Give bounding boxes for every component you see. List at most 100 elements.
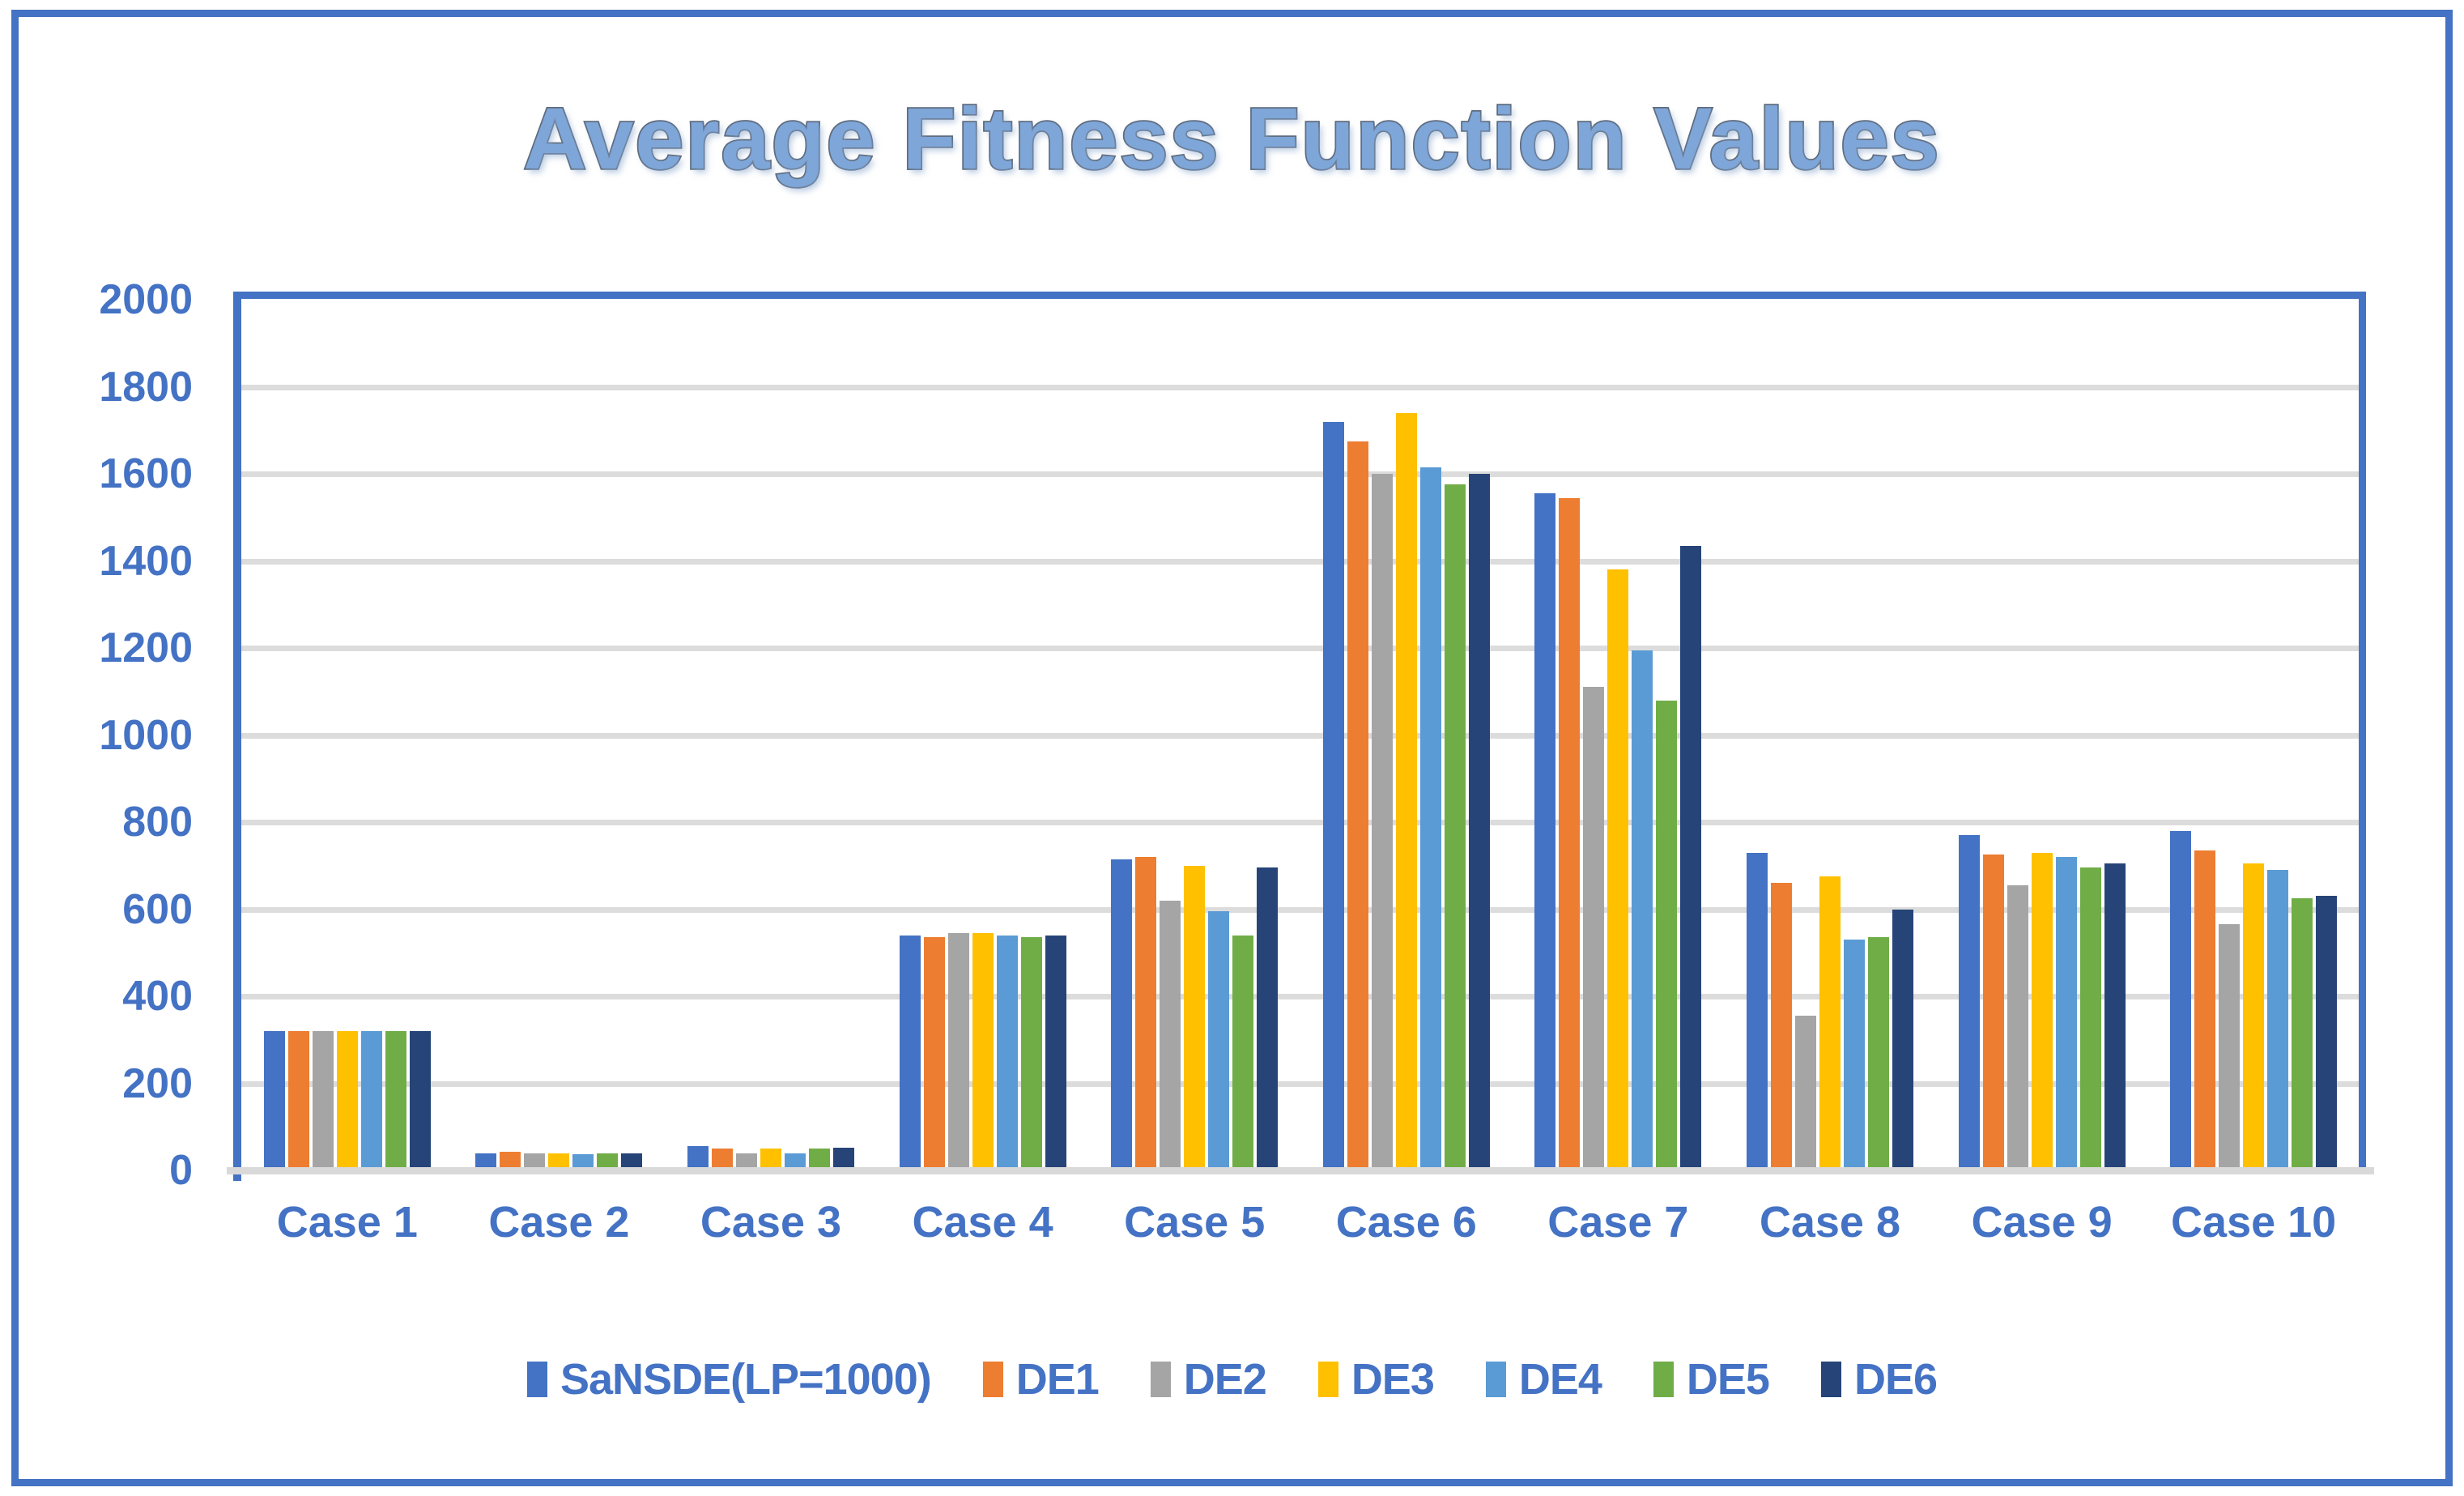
- x-label-case-2: Case 2: [488, 1198, 630, 1247]
- legend-swatch-de4: [1485, 1362, 1506, 1397]
- legend-item-de6: DE6: [1820, 1354, 1938, 1404]
- legend-swatch-de1: [982, 1362, 1003, 1397]
- bar-de5-case-4: [1020, 937, 1042, 1170]
- bar-de5-case-1: [385, 1031, 406, 1170]
- x-label-case-10: Case 10: [2171, 1198, 2337, 1247]
- legend-label-de4: DE4: [1518, 1355, 1602, 1404]
- bar-sansde-lp-1000-case-8: [1746, 852, 1768, 1170]
- bar-de5-case-10: [2292, 898, 2313, 1170]
- legend-label-de3: DE3: [1351, 1355, 1435, 1404]
- bar-group-case-8: [1724, 300, 1936, 1170]
- bar-de1-case-7: [1559, 497, 1581, 1170]
- bar-sansde-lp-1000-case-1: [263, 1031, 285, 1170]
- bar-de2-case-5: [1160, 900, 1181, 1170]
- gridline-1800: [241, 384, 2360, 390]
- x-label-case-5: Case 5: [1124, 1198, 1266, 1247]
- bar-de5-case-8: [1867, 937, 1889, 1170]
- y-tick-label-1400: 1400: [99, 537, 193, 585]
- bar-sansde-lp-1000-case-7: [1534, 493, 1556, 1170]
- bar-de5-case-6: [1444, 484, 1466, 1170]
- y-tick-label-2000: 2000: [99, 276, 193, 323]
- bar-group-case-2: [453, 300, 666, 1170]
- bar-de1-case-10: [2194, 850, 2216, 1170]
- bar-de6-case-8: [1892, 909, 1913, 1170]
- x-label-case-6: Case 6: [1335, 1198, 1477, 1247]
- y-tick-label-1000: 1000: [99, 711, 193, 759]
- plot-area-border: [233, 292, 2366, 1170]
- bar-de1-case-3: [711, 1149, 733, 1170]
- x-label-case-7: Case 7: [1547, 1198, 1689, 1247]
- bar-de6-case-7: [1680, 545, 1702, 1170]
- bar-de2-case-10: [2219, 924, 2241, 1170]
- x-label-case-9: Case 9: [1971, 1198, 2113, 1247]
- plot-area: [241, 300, 2360, 1170]
- bar-de3-case-2: [548, 1153, 570, 1170]
- x-label-case-1: Case 1: [276, 1198, 418, 1247]
- x-label-case-3: Case 3: [700, 1198, 842, 1247]
- legend-item-de1: DE1: [982, 1354, 1100, 1404]
- bar-de6-case-10: [2316, 896, 2338, 1170]
- bar-sansde-lp-1000-case-4: [899, 935, 921, 1170]
- gridline-200: [241, 1080, 2360, 1087]
- bar-de2-case-3: [735, 1153, 757, 1170]
- bar-de3-case-3: [760, 1149, 781, 1170]
- bar-de4-case-10: [2267, 870, 2289, 1170]
- bar-de1-case-5: [1135, 857, 1157, 1170]
- legend-swatch-de5: [1653, 1362, 1674, 1397]
- bar-de6-case-9: [2104, 863, 2126, 1170]
- bar-sansde-lp-1000-case-3: [687, 1146, 709, 1170]
- bar-de2-case-9: [2007, 884, 2028, 1170]
- bar-sansde-lp-1000-case-10: [2170, 830, 2192, 1170]
- legend-item-de5: DE5: [1653, 1354, 1770, 1404]
- y-tick-label-0: 0: [169, 1147, 193, 1194]
- bar-de3-case-1: [336, 1031, 358, 1170]
- bar-de4-case-9: [2055, 857, 2077, 1170]
- legend-swatch-sansde-lp-1000: [527, 1362, 547, 1397]
- bar-de3-case-4: [972, 933, 994, 1170]
- bar-de6-case-6: [1468, 474, 1490, 1170]
- bar-de2-case-2: [524, 1153, 546, 1170]
- bar-de4-case-1: [360, 1031, 382, 1170]
- bar-de6-case-3: [832, 1147, 854, 1170]
- legend-swatch-de6: [1820, 1362, 1841, 1397]
- legend-label-de5: DE5: [1686, 1355, 1770, 1404]
- gridline-800: [241, 820, 2360, 825]
- bar-de1-case-6: [1347, 441, 1368, 1170]
- bar-de2-case-8: [1794, 1016, 1816, 1170]
- bar-de5-case-2: [597, 1153, 619, 1170]
- legend-label-de1: DE1: [1015, 1355, 1100, 1404]
- bar-group-case-6: [1300, 300, 1513, 1170]
- bar-group-case-1: [241, 300, 453, 1170]
- bar-sansde-lp-1000-case-5: [1111, 859, 1133, 1170]
- gridline-1200: [241, 646, 2360, 651]
- bar-de5-case-9: [2079, 867, 2101, 1170]
- y-tick-label-600: 600: [122, 885, 193, 933]
- legend-label-de6: DE6: [1853, 1355, 1938, 1404]
- bar-de3-case-9: [2031, 852, 2053, 1170]
- bar-de3-case-6: [1395, 412, 1417, 1170]
- bar-de5-case-7: [1656, 700, 1678, 1170]
- chart-title: Average Fitness Function Values: [521, 87, 1941, 189]
- bar-sansde-lp-1000-case-9: [1958, 835, 1980, 1170]
- bar-de6-case-1: [409, 1031, 431, 1170]
- bar-de1-case-4: [923, 937, 945, 1170]
- bar-group-case-5: [1088, 300, 1300, 1170]
- legend-label-de2: DE2: [1183, 1355, 1267, 1404]
- bar-de3-case-5: [1184, 865, 1206, 1170]
- bar-sansde-lp-1000-case-6: [1322, 421, 1344, 1170]
- legend-item-sansde-lp-1000: SaNSDE(LP=1000): [527, 1354, 932, 1404]
- y-tick-label-1600: 1600: [99, 450, 193, 497]
- chart-frame: [11, 10, 2453, 1486]
- bar-de1-case-2: [500, 1152, 521, 1170]
- y-tick-label-1800: 1800: [99, 363, 193, 411]
- bar-de2-case-4: [947, 933, 969, 1170]
- bar-de2-case-6: [1371, 474, 1393, 1170]
- x-axis-line: [227, 1167, 2374, 1174]
- bar-de4-case-3: [784, 1153, 806, 1170]
- bar-de4-case-2: [572, 1153, 594, 1170]
- bar-de6-case-4: [1045, 935, 1066, 1170]
- bar-de1-case-1: [287, 1031, 309, 1170]
- legend-swatch-de2: [1150, 1362, 1171, 1397]
- bar-de4-case-7: [1632, 650, 1653, 1170]
- x-axis-category-labels: Case 1 Case 2 Case 3 Case 4 Case 5 Case 6 Case…: [241, 1197, 2360, 1247]
